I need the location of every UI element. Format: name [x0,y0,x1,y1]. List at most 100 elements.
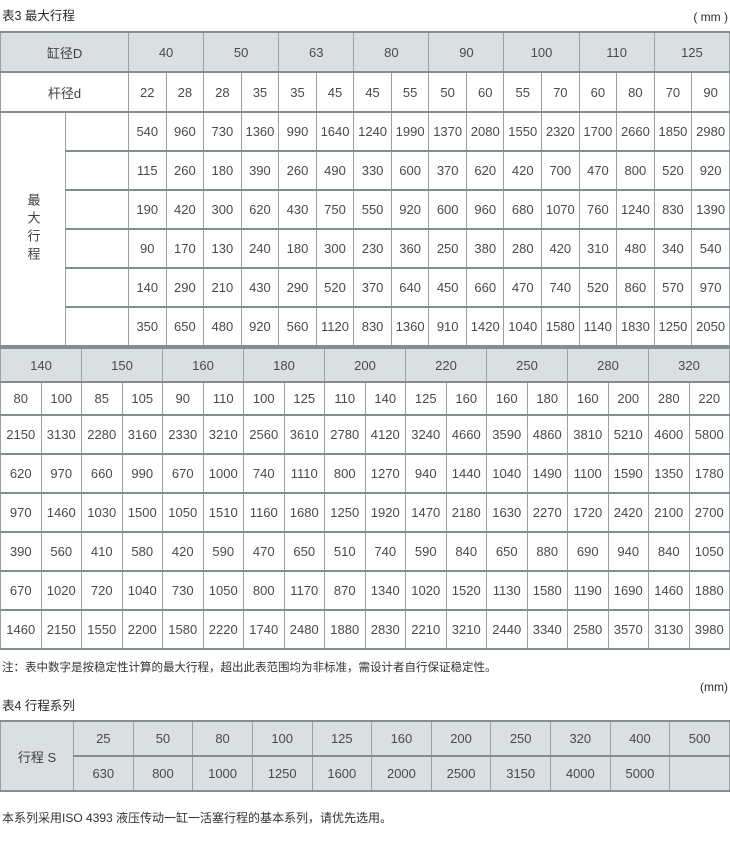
stroke-series-cell: 3150 [490,755,551,792]
stroke-cell: 600 [428,189,467,230]
rod-cell: 28 [203,71,242,113]
stroke-series-cell: 250 [490,720,551,757]
stroke-cell: 1550 [503,111,543,152]
stroke-cell: 450 [428,267,467,308]
stroke-cell: 1020 [40,570,82,611]
stroke-series-cell: 400 [609,720,671,757]
stroke-cell: 1690 [607,570,649,611]
stroke-cell: 1700 [578,111,618,152]
stroke-cell: 1920 [364,492,406,533]
rod-label: 杆径d [0,71,130,113]
stroke-cell: 650 [283,531,325,572]
unit-mm-table4: (mm) [700,680,728,694]
bore-header-cell: 250 [486,347,568,383]
rod-cell: 70 [653,71,693,113]
stroke-cell: 420 [503,150,543,191]
spacer-cell [64,267,130,308]
stroke-series-cell: 100 [251,720,313,757]
stroke-cell: 370 [353,267,392,308]
stroke-cell: 300 [203,189,242,230]
stroke-cell: 1160 [243,492,285,533]
stroke-cell: 1120 [315,306,355,347]
stroke-cell: 480 [616,228,655,269]
bore-header-cell: 50 [203,31,280,73]
stroke-cell: 660 [81,453,123,494]
stroke-cell: 2580 [567,609,609,650]
stroke-cell: 180 [278,228,317,269]
stroke-cell: 620 [0,453,42,494]
stroke-cell: 410 [81,531,123,572]
table3-header-row: 表3 最大行程 ( mm ) [0,0,730,31]
stroke-cell: 390 [0,531,42,572]
bore-header-cell: 280 [567,347,649,383]
stroke-cell: 670 [0,570,42,611]
spacer-cell [64,306,130,347]
rod-cell: 70 [541,71,580,113]
stroke-cell: 250 [428,228,467,269]
stroke-cell: 1360 [390,306,430,347]
stroke-cell: 1050 [688,531,730,572]
stroke-cell: 330 [353,150,392,191]
stroke-cell: 2210 [405,609,447,650]
stroke-cell: 1050 [202,570,244,611]
stroke-series-cell: 800 [132,755,194,792]
stroke-cell: 2180 [445,492,487,533]
stroke-cell: 690 [567,531,609,572]
stroke-cell: 970 [40,453,82,494]
stroke-series-cell: 320 [550,720,611,757]
stroke-cell: 1550 [81,609,123,650]
table4: 行程 S 25 50 80 100 125 160 200 250 320 400 500 630 800… [0,720,730,792]
bore-header-cell: 40 [128,31,205,73]
stroke-cell: 620 [465,150,505,191]
spacer-cell [64,150,130,191]
rod-cell: 160 [445,381,487,416]
stroke-cell: 920 [390,189,430,230]
stroke-cell: 1030 [81,492,123,533]
stroke-cell: 3610 [283,414,325,455]
stroke-cell: 480 [203,306,242,347]
stroke-cell: 3340 [526,609,568,650]
rod-cell: 35 [240,71,280,113]
stroke-cell: 240 [240,228,280,269]
stroke-cell: 1470 [405,492,447,533]
bore-header-cell: 63 [278,31,355,73]
stroke-cell: 2150 [40,609,82,650]
stroke-cell: 1580 [526,570,568,611]
rod-cell: 105 [121,381,163,416]
stroke-cell: 3210 [202,414,244,455]
rod-cell: 100 [243,381,285,416]
stroke-series-cell: 125 [311,720,373,757]
stroke-cell: 1250 [324,492,366,533]
stroke-cell: 190 [128,189,167,230]
stroke-cell: 540 [128,111,167,152]
stroke-cell: 2660 [616,111,655,152]
bore-header-cell: 125 [653,31,730,73]
stroke-cell: 1490 [526,453,568,494]
stroke-cell: 5210 [607,414,649,455]
stroke-cell: 880 [526,531,568,572]
table3-part1-body: 缸径D 40 50 63 80 90 100 110 125 杆径d 22 28 28 35 35 45 45 5… [0,31,730,347]
stroke-cell: 210 [203,267,242,308]
stroke-cell: 740 [364,531,406,572]
stroke-cell: 1190 [567,570,609,611]
stroke-cell: 1850 [653,111,693,152]
stroke-cell: 730 [203,111,242,152]
stroke-series-cell: 2000 [371,755,432,792]
stroke-cell: 300 [315,228,355,269]
stroke-cell: 3570 [607,609,649,650]
stroke-cell: 940 [607,531,649,572]
stroke-cell: 920 [691,150,730,191]
stroke-label: 最大行程 [0,111,66,347]
table4-title: 表4 行程系列 [2,699,75,713]
stroke-cell: 2080 [465,111,505,152]
stroke-cell: 5800 [688,414,730,455]
stroke-cell: 1460 [648,570,690,611]
stroke-cell: 1350 [648,453,690,494]
rod-cell: 80 [616,71,655,113]
rod-cell: 100 [40,381,82,416]
stroke-series-cell: 25 [73,720,134,757]
spacer-cell [64,189,130,230]
stroke-cell: 520 [315,267,355,308]
stroke-cell: 1040 [121,570,163,611]
stroke-cell: 420 [165,189,205,230]
